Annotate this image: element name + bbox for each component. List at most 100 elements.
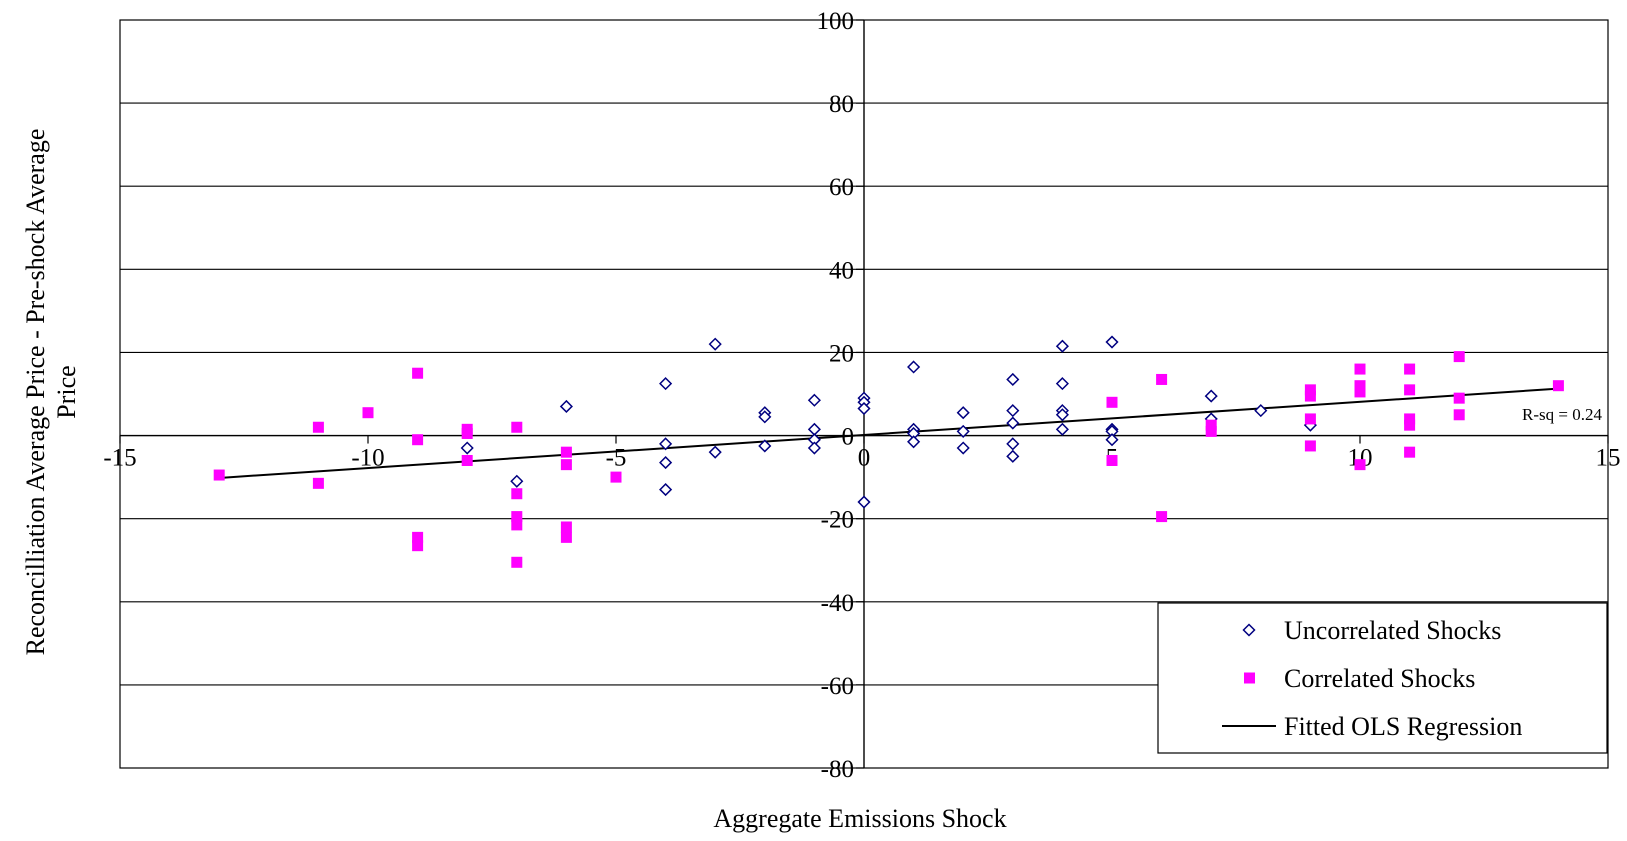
correlated-point — [412, 531, 424, 543]
correlated-point — [1404, 419, 1416, 431]
correlated-point — [1404, 363, 1416, 375]
uncorrelated-point — [907, 435, 921, 449]
correlated-point — [1205, 419, 1217, 431]
x-tick-label: 15 — [1596, 445, 1621, 472]
legend-square-icon — [1244, 672, 1255, 684]
y-tick-label: -40 — [821, 590, 854, 617]
correlated-point — [1156, 511, 1168, 523]
correlated-point — [511, 519, 523, 531]
correlated-point — [511, 421, 523, 433]
uncorrelated-point — [1006, 372, 1020, 387]
legend-diamond-icon — [1242, 623, 1256, 637]
x-tick-label: -15 — [103, 445, 136, 472]
uncorrelated-point — [956, 406, 970, 420]
uncorrelated-point — [510, 474, 524, 488]
legend-item: Fitted OLS Regression — [1222, 712, 1522, 741]
y-axis-title-line-2: Price — [52, 365, 81, 418]
uncorrelated-point — [1254, 404, 1268, 418]
uncorrelated-point — [857, 401, 871, 416]
correlated-point — [1552, 380, 1564, 392]
correlated-point — [1304, 384, 1316, 396]
uncorrelated-point — [807, 441, 821, 455]
uncorrelated-point — [659, 456, 673, 470]
x-axis-title: Aggregate Emissions Shock — [713, 804, 1006, 833]
uncorrelated-point — [1204, 389, 1218, 403]
uncorrelated-point — [1006, 416, 1020, 430]
y-axis-title-line-1: Reconcilliation Average Price - Pre-shoc… — [21, 129, 50, 656]
legend-label: Correlated Shocks — [1284, 664, 1475, 693]
uncorrelated-point — [807, 393, 821, 407]
uncorrelated-point — [1055, 408, 1069, 422]
correlated-point — [412, 434, 424, 446]
x-tick-labels: -15-10-5051015 — [103, 445, 1620, 472]
uncorrelated-point — [956, 441, 970, 455]
correlated-point — [511, 556, 523, 568]
fitted-ols-line — [219, 387, 1559, 479]
correlated-point — [560, 446, 572, 458]
uncorrelated-point — [659, 437, 673, 451]
uncorrelated-point — [907, 360, 921, 374]
correlated-point — [1354, 459, 1366, 471]
fitted-line-layer — [219, 387, 1559, 479]
uncorrelated-point — [460, 441, 474, 455]
y-axis-title: Reconcilliation Average Price - Pre-shoc… — [21, 129, 81, 656]
correlated-point — [511, 511, 523, 523]
legend-label: Uncorrelated Shocks — [1284, 616, 1501, 645]
annotations: R-sq = 0.24 — [1522, 405, 1602, 424]
correlated-point — [560, 531, 572, 543]
y-tick-label: 20 — [829, 340, 854, 367]
correlated-series — [213, 351, 1564, 568]
correlated-point — [461, 427, 473, 439]
correlated-point — [1453, 351, 1465, 363]
uncorrelated-point — [758, 410, 772, 424]
y-tick-label: 60 — [829, 174, 854, 201]
uncorrelated-point — [1055, 377, 1069, 391]
correlated-point — [412, 367, 424, 379]
legend-box — [1157, 602, 1608, 754]
correlated-point — [1304, 390, 1316, 402]
uncorrelated-point — [659, 377, 673, 391]
correlated-point — [1106, 396, 1118, 408]
uncorrelated-point — [1055, 422, 1069, 436]
legend-item: Correlated Shocks — [1244, 664, 1475, 693]
y-tick-label: -20 — [821, 507, 854, 534]
correlated-point — [1354, 363, 1366, 375]
x-tick-label: -5 — [606, 445, 627, 472]
uncorrelated-point — [559, 399, 573, 414]
correlated-point — [610, 471, 622, 483]
correlated-point — [312, 477, 324, 489]
uncorrelated-point — [1055, 339, 1069, 353]
uncorrelated-point — [857, 495, 871, 509]
correlated-point — [1354, 386, 1366, 398]
uncorrelated-point — [758, 439, 772, 453]
correlated-point — [1156, 373, 1168, 385]
uncorrelated-point — [659, 483, 673, 497]
legend-item: Uncorrelated Shocks — [1242, 616, 1501, 645]
uncorrelated-point — [708, 337, 722, 351]
correlated-point — [1404, 446, 1416, 458]
y-tick-label: 0 — [842, 424, 855, 451]
correlated-point — [560, 459, 572, 471]
y-tick-label: 100 — [817, 8, 855, 35]
uncorrelated-point — [1006, 404, 1020, 418]
uncorrelated-point — [1006, 437, 1020, 451]
correlated-point — [362, 407, 374, 419]
y-tick-label: -60 — [821, 673, 854, 700]
y-tick-label: 80 — [829, 91, 854, 118]
correlated-point — [1304, 413, 1316, 425]
y-tick-label: 40 — [829, 257, 854, 284]
correlated-point — [1404, 384, 1416, 396]
x-tick-label: 0 — [858, 445, 871, 472]
uncorrelated-point — [1006, 449, 1020, 463]
correlated-point — [511, 488, 523, 500]
correlated-point — [1453, 409, 1465, 421]
r-squared-label: R-sq = 0.24 — [1522, 405, 1602, 424]
uncorrelated-point — [1105, 433, 1119, 447]
correlated-point — [213, 469, 225, 481]
y-tick-label: -80 — [821, 756, 854, 783]
correlated-point — [560, 521, 572, 533]
uncorrelated-point — [708, 445, 722, 459]
correlated-point — [1205, 425, 1217, 437]
correlated-point — [412, 540, 424, 552]
